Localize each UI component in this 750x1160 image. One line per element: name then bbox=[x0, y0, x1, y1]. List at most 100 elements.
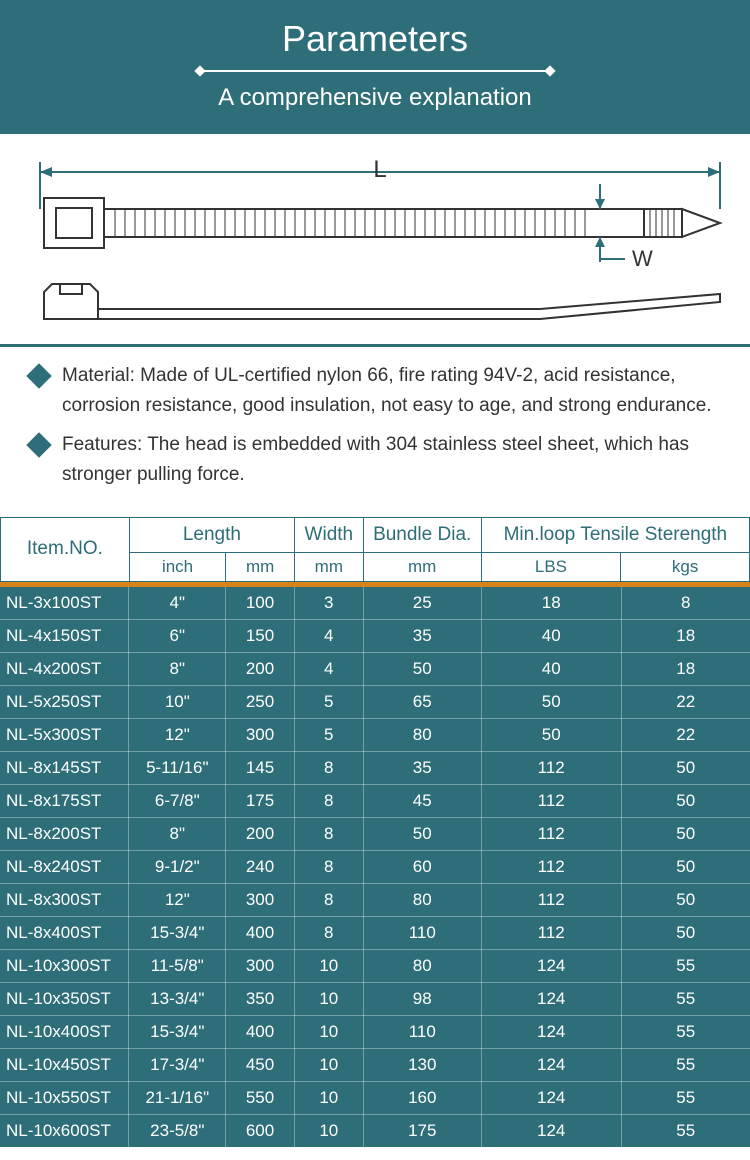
cell-bundle: 110 bbox=[363, 916, 481, 949]
cell-mm: 200 bbox=[226, 817, 295, 850]
cable-tie-diagram: L W bbox=[20, 154, 730, 329]
table-row: NL-8x400ST15-3/4"400811011250 bbox=[0, 916, 750, 949]
bullet-item: Material: Made of UL-certified nylon 66,… bbox=[30, 361, 720, 422]
table-row: NL-10x350ST13-3/4"350109812455 bbox=[0, 982, 750, 1015]
cell-mm: 350 bbox=[226, 982, 295, 1015]
cell-mm: 250 bbox=[226, 685, 295, 718]
page-title: Parameters bbox=[0, 18, 750, 60]
cell-width: 8 bbox=[294, 817, 363, 850]
title-divider bbox=[200, 70, 550, 72]
cell-kgs: 55 bbox=[621, 1015, 750, 1048]
cell-bundle: 50 bbox=[363, 652, 481, 685]
cell-lbs: 124 bbox=[481, 1114, 621, 1147]
cell-item: NL-5x250ST bbox=[0, 685, 129, 718]
cell-bundle: 80 bbox=[363, 883, 481, 916]
cell-lbs: 124 bbox=[481, 982, 621, 1015]
cell-bundle: 45 bbox=[363, 784, 481, 817]
table-header-row-1: Item.NO. Length Width Bundle Dia. Min.lo… bbox=[1, 517, 750, 552]
diamond-icon bbox=[26, 363, 51, 388]
table-row: NL-10x550ST21-1/16"5501016012455 bbox=[0, 1081, 750, 1114]
cell-mm: 400 bbox=[226, 1015, 295, 1048]
cell-mm: 100 bbox=[226, 587, 295, 620]
cell-mm: 200 bbox=[226, 652, 295, 685]
cell-mm: 450 bbox=[226, 1048, 295, 1081]
table-row: NL-8x175ST6-7/8"17584511250 bbox=[0, 784, 750, 817]
cell-inch: 8" bbox=[129, 817, 226, 850]
cell-item: NL-10x400ST bbox=[0, 1015, 129, 1048]
table-row: NL-5x250ST10"2505655022 bbox=[0, 685, 750, 718]
cell-inch: 5-11/16" bbox=[129, 751, 226, 784]
cell-width: 10 bbox=[294, 982, 363, 1015]
label-W: W bbox=[632, 246, 653, 271]
cell-kgs: 55 bbox=[621, 949, 750, 982]
cell-inch: 11-5/8" bbox=[129, 949, 226, 982]
table-row: NL-10x300ST11-5/8"300108012455 bbox=[0, 949, 750, 982]
cell-inch: 12" bbox=[129, 883, 226, 916]
table-row: NL-10x450ST17-3/4"4501013012455 bbox=[0, 1048, 750, 1081]
bullet-item: Features: The head is embedded with 304 … bbox=[30, 430, 720, 491]
cell-kgs: 50 bbox=[621, 751, 750, 784]
cell-bundle: 110 bbox=[363, 1015, 481, 1048]
cell-item: NL-8x145ST bbox=[0, 751, 129, 784]
cell-mm: 300 bbox=[226, 883, 295, 916]
table-row: NL-10x400ST15-3/4"4001011012455 bbox=[0, 1015, 750, 1048]
cell-lbs: 112 bbox=[481, 850, 621, 883]
th-length: Length bbox=[129, 517, 294, 552]
cell-lbs: 124 bbox=[481, 1015, 621, 1048]
cell-width: 4 bbox=[294, 619, 363, 652]
cell-width: 5 bbox=[294, 718, 363, 751]
cell-width: 8 bbox=[294, 883, 363, 916]
cell-width: 10 bbox=[294, 1048, 363, 1081]
cell-kgs: 50 bbox=[621, 817, 750, 850]
diamond-icon bbox=[26, 432, 51, 457]
cell-inch: 10" bbox=[129, 685, 226, 718]
th-lbs: LBS bbox=[481, 552, 620, 581]
cell-lbs: 112 bbox=[481, 817, 621, 850]
cell-inch: 23-5/8" bbox=[129, 1114, 226, 1147]
table-row: NL-4x200ST8"2004504018 bbox=[0, 652, 750, 685]
cell-width: 8 bbox=[294, 751, 363, 784]
th-mm-bundle: mm bbox=[363, 552, 481, 581]
cell-kgs: 55 bbox=[621, 1114, 750, 1147]
cell-bundle: 35 bbox=[363, 619, 481, 652]
cell-mm: 145 bbox=[226, 751, 295, 784]
label-L: L bbox=[373, 156, 386, 183]
table-row: NL-8x300ST12"30088011250 bbox=[0, 883, 750, 916]
cell-lbs: 50 bbox=[481, 685, 621, 718]
cell-mm: 175 bbox=[226, 784, 295, 817]
th-tensile: Min.loop Tensile Sterength bbox=[481, 517, 749, 552]
cell-item: NL-8x200ST bbox=[0, 817, 129, 850]
bullet-text: Material: Made of UL-certified nylon 66,… bbox=[62, 361, 720, 422]
cell-lbs: 40 bbox=[481, 652, 621, 685]
table-row: NL-8x200ST8"20085011250 bbox=[0, 817, 750, 850]
parameters-table-body: NL-3x100ST4"100325188NL-4x150ST6"1504354… bbox=[0, 587, 750, 1148]
th-kgs: kgs bbox=[621, 552, 750, 581]
table-row: NL-3x100ST4"100325188 bbox=[0, 587, 750, 620]
cell-bundle: 50 bbox=[363, 817, 481, 850]
cell-kgs: 55 bbox=[621, 1048, 750, 1081]
cell-bundle: 130 bbox=[363, 1048, 481, 1081]
cell-width: 5 bbox=[294, 685, 363, 718]
cell-item: NL-10x600ST bbox=[0, 1114, 129, 1147]
cell-bundle: 80 bbox=[363, 949, 481, 982]
bullets-section: Material: Made of UL-certified nylon 66,… bbox=[0, 347, 750, 517]
cell-inch: 8" bbox=[129, 652, 226, 685]
cell-item: NL-8x400ST bbox=[0, 916, 129, 949]
table-row: NL-5x300ST12"3005805022 bbox=[0, 718, 750, 751]
cell-item: NL-10x550ST bbox=[0, 1081, 129, 1114]
cell-lbs: 18 bbox=[481, 587, 621, 620]
cell-inch: 15-3/4" bbox=[129, 916, 226, 949]
table-row: NL-8x240ST9-1/2"24086011250 bbox=[0, 850, 750, 883]
table-row: NL-10x600ST23-5/8"6001017512455 bbox=[0, 1114, 750, 1147]
cell-inch: 15-3/4" bbox=[129, 1015, 226, 1048]
parameters-table: Item.NO. Length Width Bundle Dia. Min.lo… bbox=[0, 517, 750, 582]
cell-inch: 21-1/16" bbox=[129, 1081, 226, 1114]
th-mm-width: mm bbox=[295, 552, 364, 581]
cell-lbs: 124 bbox=[481, 1081, 621, 1114]
cell-inch: 12" bbox=[129, 718, 226, 751]
cell-kgs: 55 bbox=[621, 982, 750, 1015]
cell-lbs: 40 bbox=[481, 619, 621, 652]
cell-item: NL-5x300ST bbox=[0, 718, 129, 751]
table-row: NL-4x150ST6"1504354018 bbox=[0, 619, 750, 652]
cell-item: NL-4x200ST bbox=[0, 652, 129, 685]
